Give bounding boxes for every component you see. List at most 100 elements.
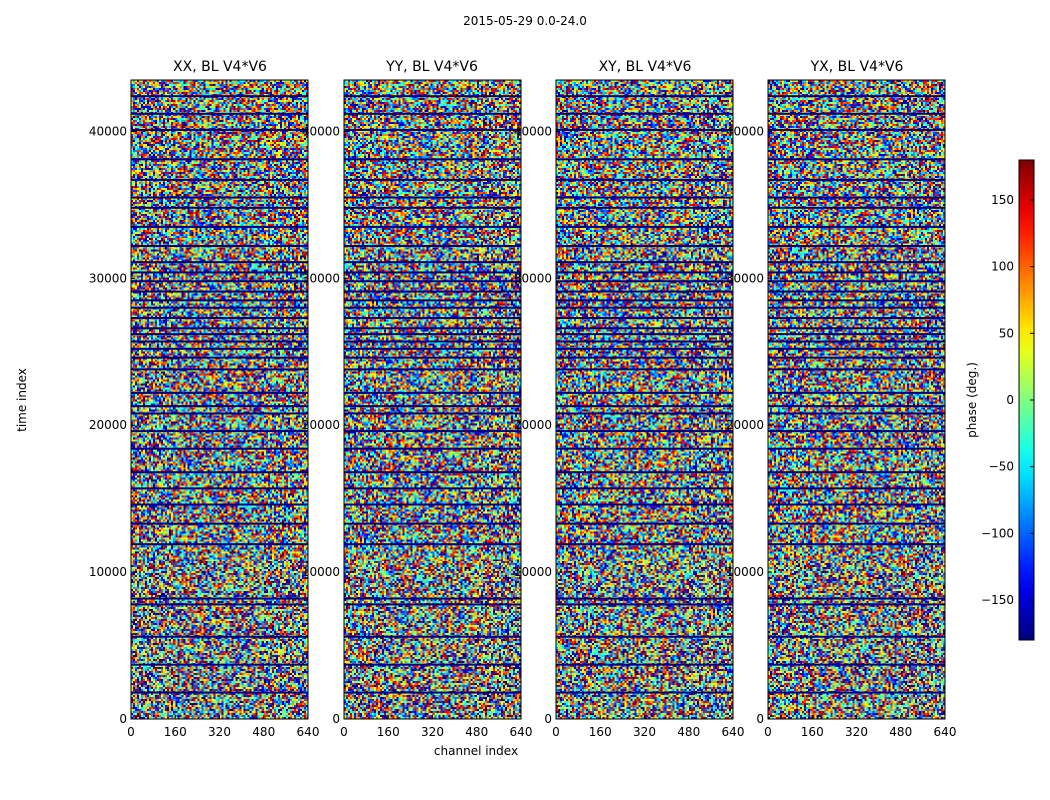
flag-row-1-24 <box>344 290 521 293</box>
flag-row-1-26 <box>344 271 521 274</box>
flag-row-1-17 <box>344 347 521 350</box>
flag-row-1-27 <box>344 261 521 264</box>
y-tick-label-1-4: 40000 <box>302 124 340 138</box>
phase-heatmap-1 <box>344 80 521 719</box>
flag-row-1-18 <box>344 340 521 343</box>
flag-row-2-26 <box>556 271 733 274</box>
flag-row-3-11 <box>768 430 945 433</box>
y-tick-label-2-1: 10000 <box>514 565 552 579</box>
flag-row-3-29 <box>768 225 945 228</box>
flag-row-1-7 <box>344 503 521 506</box>
flag-row-2-7 <box>556 503 733 506</box>
flag-row-2-36 <box>556 95 733 98</box>
flag-row-1-2 <box>344 635 521 638</box>
flag-row-0-31 <box>131 196 308 199</box>
flag-row-0-34 <box>131 128 308 131</box>
flag-row-1-28 <box>344 244 521 247</box>
flag-row-3-28 <box>768 244 945 247</box>
colorbar-tick-label-2: 50 <box>999 326 1014 340</box>
flag-row-2-35 <box>556 112 733 115</box>
flag-row-2-3 <box>556 603 733 606</box>
flag-row-0-22 <box>131 306 308 309</box>
flag-row-2-2 <box>556 635 733 638</box>
flag-row-0-1 <box>131 663 308 666</box>
flag-row-2-13 <box>556 405 733 408</box>
flag-row-3-13 <box>768 405 945 408</box>
flag-row-0-17 <box>131 347 308 350</box>
flag-row-2-6 <box>556 522 733 525</box>
flag-row-2-22 <box>556 306 733 309</box>
flag-row-1-8 <box>344 487 521 490</box>
flag-row-2-8 <box>556 487 733 490</box>
flag-row-0-14 <box>131 391 308 394</box>
x-tick-label-0-2: 320 <box>208 725 231 739</box>
colorbar-tick-label-4: −50 <box>989 460 1014 474</box>
flag-row-0-0 <box>131 691 308 694</box>
flag-row-3-7 <box>768 503 945 506</box>
phase-heatmap-3 <box>768 80 945 719</box>
y-tick-label-1-0: 0 <box>332 712 340 726</box>
flag-row-2-14 <box>556 391 733 394</box>
flag-row-0-16 <box>131 356 308 359</box>
flag-row-1-34 <box>344 128 521 131</box>
flag-row-0-3 <box>131 603 308 606</box>
y-tick-label-2-0: 0 <box>544 712 552 726</box>
flag-row-3-21 <box>768 316 945 319</box>
heatmap-panel-2: 0 160 320 480 640 0 10000 20000 30000 40000 <box>514 79 745 739</box>
x-tick-label-2-4: 640 <box>722 725 745 739</box>
y-tick-label-0-3: 30000 <box>89 271 127 285</box>
flag-row-3-10 <box>768 447 945 450</box>
panel-title-yx: YX, BL V4*V6 <box>810 59 904 75</box>
flag-row-3-3 <box>768 603 945 606</box>
flag-row-2-19 <box>556 333 733 336</box>
flag-row-1-20 <box>344 327 521 330</box>
flag-row-3-18 <box>768 340 945 343</box>
flag-row-3-33 <box>768 158 945 161</box>
colorbar-tick-label-6: −150 <box>981 593 1014 607</box>
heatmap-panel-1: 0 160 320 480 640 0 10000 20000 30000 40000 <box>302 79 532 739</box>
y-tick-label-3-1: 10000 <box>726 565 764 579</box>
y-tick-label-3-0: 0 <box>756 712 764 726</box>
flag-row-0-25 <box>131 280 308 283</box>
flag-row-3-8 <box>768 487 945 490</box>
x-axis-label: channel index <box>433 744 519 758</box>
y-tick-label-2-4: 40000 <box>514 124 552 138</box>
flag-row-2-11 <box>556 430 733 433</box>
flag-row-2-20 <box>556 327 733 330</box>
flag-row-1-23 <box>344 299 521 302</box>
x-tick-label-3-2: 320 <box>845 725 868 739</box>
flag-row-3-31 <box>768 196 945 199</box>
flag-row-3-14 <box>768 391 945 394</box>
flag-row-2-30 <box>556 206 733 209</box>
flag-row-0-7 <box>131 503 308 506</box>
flag-row-1-22 <box>344 306 521 309</box>
flag-row-2-16 <box>556 356 733 359</box>
flag-row-2-24 <box>556 290 733 293</box>
flag-row-0-13 <box>131 405 308 408</box>
flag-row-2-31 <box>556 196 733 199</box>
flag-row-0-24 <box>131 290 308 293</box>
flag-row-1-31 <box>344 196 521 199</box>
y-tick-label-3-3: 30000 <box>726 271 764 285</box>
flag-row-0-32 <box>131 178 308 181</box>
y-tick-label-1-3: 30000 <box>302 271 340 285</box>
flag-row-2-32 <box>556 178 733 181</box>
x-tick-label-3-4: 640 <box>934 725 957 739</box>
flag-row-2-0 <box>556 691 733 694</box>
flag-row-0-15 <box>131 368 308 371</box>
y-tick-label-1-1: 10000 <box>302 565 340 579</box>
flag-row-0-36 <box>131 95 308 98</box>
flag-row-3-22 <box>768 306 945 309</box>
flag-row-0-33 <box>131 158 308 161</box>
flag-row-0-12 <box>131 412 308 415</box>
flag-row-1-19 <box>344 333 521 336</box>
flag-row-3-23 <box>768 299 945 302</box>
y-tick-label-0-4: 40000 <box>89 124 127 138</box>
phase-heatmap-0 <box>131 80 308 719</box>
flag-row-1-33 <box>344 158 521 161</box>
flag-row-2-9 <box>556 471 733 474</box>
x-tick-label-0-0: 0 <box>127 725 135 739</box>
flag-row-1-14 <box>344 391 521 394</box>
y-tick-label-3-2: 20000 <box>726 418 764 432</box>
